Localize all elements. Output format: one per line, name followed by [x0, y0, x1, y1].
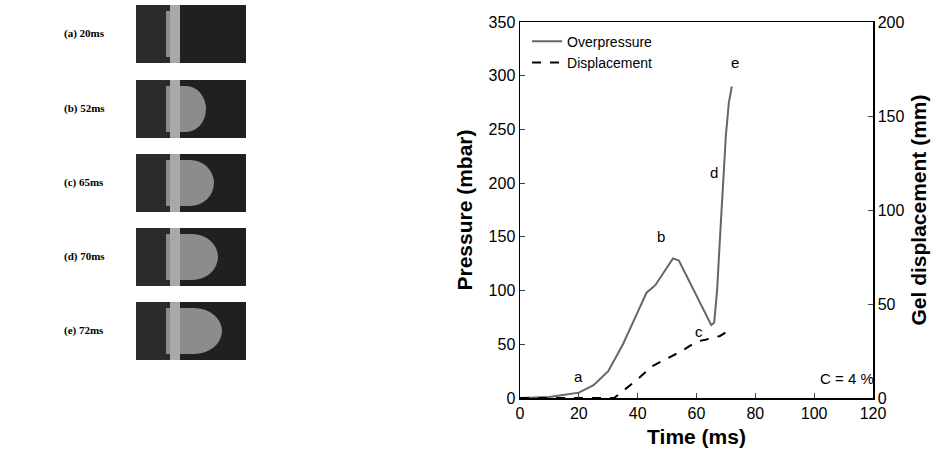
svg-text:a: a — [574, 368, 583, 385]
svg-text:40: 40 — [629, 405, 647, 422]
html-text:(a) 20ms: (a) 20ms — [64, 27, 104, 39]
svg-text:100: 100 — [878, 202, 905, 219]
svg-text:20: 20 — [570, 405, 588, 422]
svg-text:100: 100 — [489, 282, 516, 299]
svg-text:b: b — [657, 228, 665, 245]
svg-text:300: 300 — [489, 67, 516, 84]
svg-text:Displacement: Displacement — [567, 55, 652, 71]
html-text:(c) 65ms: (c) 65ms — [64, 176, 104, 188]
svg-text:120: 120 — [860, 405, 887, 422]
svg-text:50: 50 — [878, 296, 896, 313]
svg-text:150: 150 — [878, 108, 905, 125]
html-text:(b) 52ms: (b) 52ms — [64, 102, 105, 114]
svg-text:Gel displacement (mm): Gel displacement (mm) — [907, 94, 930, 325]
svg-text:250: 250 — [489, 121, 516, 138]
svg-text:d: d — [710, 164, 718, 181]
svg-text:80: 80 — [746, 405, 764, 422]
svg-text:350: 350 — [489, 14, 516, 31]
svg-text:e: e — [731, 54, 739, 71]
svg-text:0: 0 — [506, 390, 515, 407]
svg-text:60: 60 — [688, 405, 706, 422]
svg-text:0: 0 — [516, 405, 525, 422]
svg-text:100: 100 — [801, 405, 828, 422]
svg-text:200: 200 — [878, 14, 905, 31]
svg-text:50: 50 — [498, 336, 516, 353]
svg-text:Pressure (mbar): Pressure (mbar) — [453, 129, 476, 290]
svg-text:200: 200 — [489, 175, 516, 192]
html-text:(e) 72ms: (e) 72ms — [64, 324, 104, 336]
svg-text:0: 0 — [878, 390, 887, 407]
svg-text:150: 150 — [489, 228, 516, 245]
svg-text:C = 4 %: C = 4 % — [820, 370, 874, 387]
svg-text:Time (ms): Time (ms) — [647, 425, 746, 448]
html-text:(d) 70ms: (d) 70ms — [64, 250, 105, 262]
svg-text:c: c — [695, 323, 703, 340]
svg-text:Overpressure: Overpressure — [567, 34, 652, 50]
